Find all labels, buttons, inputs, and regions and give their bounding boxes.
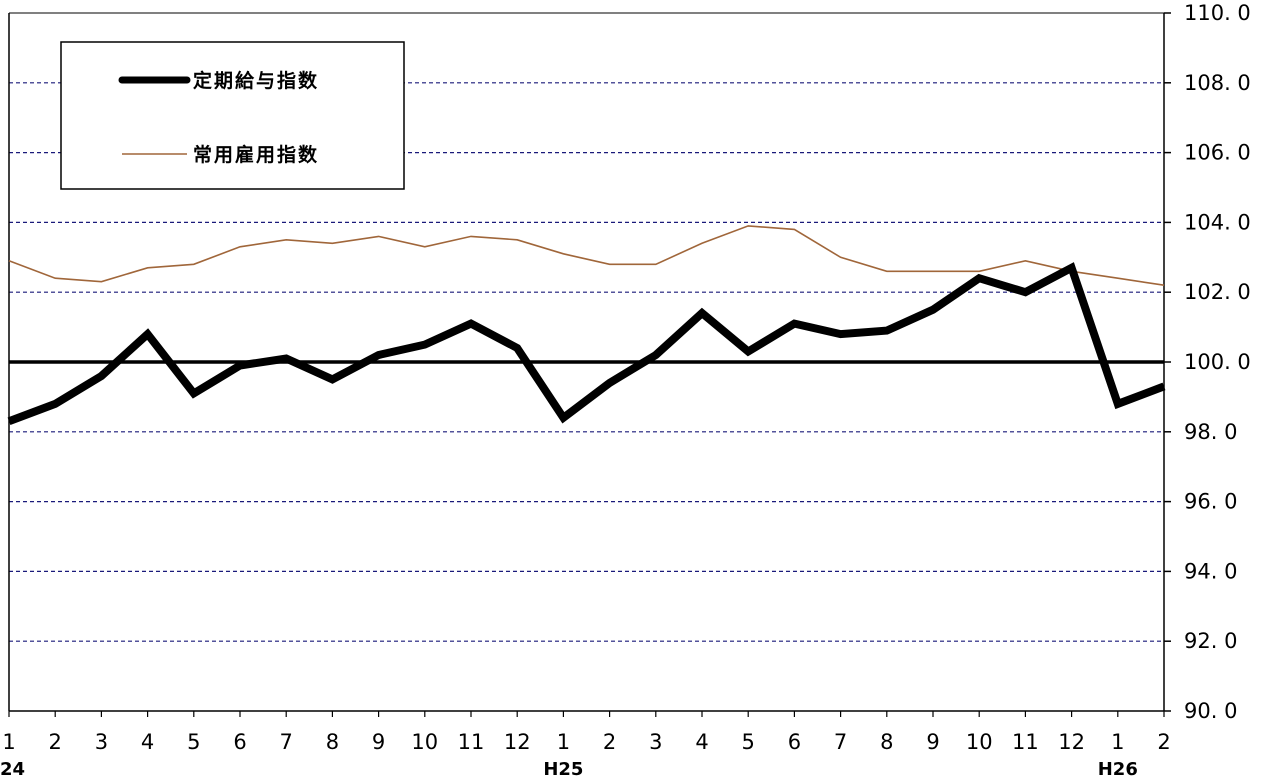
legend-box [60, 41, 405, 190]
y-tick-labels: 110. 0 108. 0 106. 0 104. 0 102. 0 100. 0 98. … [1184, 1, 1251, 723]
x-tick-label: 3 [649, 730, 662, 754]
y-tick-label: 110. 0 [1184, 1, 1251, 25]
y-tick-label: 90. 0 [1184, 699, 1237, 723]
series-line-employment [8, 225, 1165, 286]
x-tick-label: 1 [557, 730, 570, 754]
x-tick-label: 4 [141, 730, 154, 754]
x-tick-label: 11 [1012, 730, 1039, 754]
legend: 定期給与指数 常用雇用指数 [60, 41, 405, 190]
x-tick-label: 1 [1111, 730, 1124, 754]
x-tick-label: 8 [880, 730, 893, 754]
series-line-wage [7, 262, 1166, 426]
x-tick-label: 6 [233, 730, 246, 754]
x-tick-label: 12 [504, 730, 531, 754]
y-tick-label: 98. 0 [1184, 420, 1237, 444]
x-tick-label: 4 [695, 730, 708, 754]
y-tick-label: 92. 0 [1184, 629, 1237, 653]
y-tick-label: 106. 0 [1184, 141, 1251, 165]
x-tick-label: 10 [966, 730, 993, 754]
legend-label-employment: 常用雇用指数 [193, 143, 319, 166]
x-tick-label: 11 [458, 730, 485, 754]
y-tick-label: 108. 0 [1184, 71, 1251, 95]
x-tick-label: 12 [1058, 730, 1085, 754]
era-labels: 24 H25 H26 [0, 759, 1138, 778]
x-tick-label: 8 [326, 730, 339, 754]
y-tick-label: 100. 0 [1184, 350, 1251, 374]
y-tick-label: 102. 0 [1184, 280, 1251, 304]
y-tick-label: 94. 0 [1184, 559, 1237, 583]
x-tick-label: 5 [187, 730, 200, 754]
x-tick-label: 10 [411, 730, 438, 754]
x-tick-label: 2 [49, 730, 62, 754]
x-tick-labels: 1 2 3 4 5 6 7 8 9 10 11 12 1 2 3 4 5 6 7 8 9 10 11 12 1 2 [2, 730, 1170, 754]
legend-label-wage: 定期給与指数 [193, 69, 319, 92]
era-label: H25 [543, 759, 583, 778]
series-lines [7, 225, 1166, 426]
x-tick-label: 9 [372, 730, 385, 754]
y-tick-label: 96. 0 [1184, 490, 1237, 514]
x-tick-label: 2 [1157, 730, 1170, 754]
y-tick-label: 104. 0 [1184, 210, 1251, 234]
x-tick-label: 2 [603, 730, 616, 754]
x-tick-label: 7 [280, 730, 293, 754]
era-label: 24 [0, 759, 25, 778]
x-tick-label: 9 [926, 730, 939, 754]
x-tick-label: 1 [2, 730, 15, 754]
era-label: H26 [1098, 759, 1138, 778]
x-tick-label: 7 [834, 730, 847, 754]
x-tick-label: 6 [788, 730, 801, 754]
x-tick-label: 5 [742, 730, 755, 754]
x-tick-label: 3 [95, 730, 108, 754]
